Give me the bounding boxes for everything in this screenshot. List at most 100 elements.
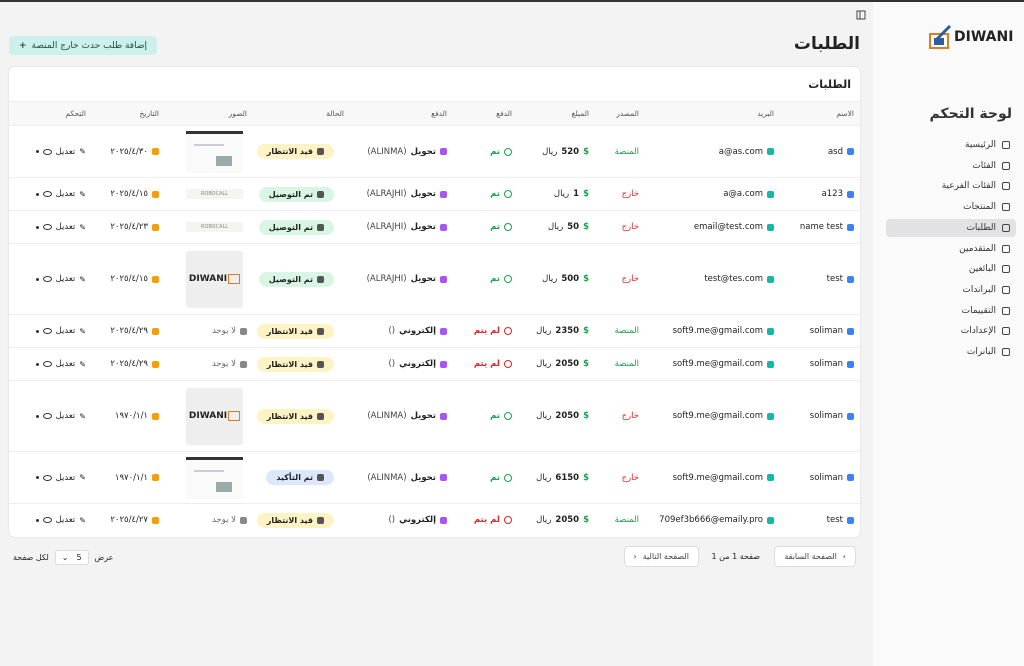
view-icon[interactable] bbox=[42, 148, 52, 155]
status-icon bbox=[317, 223, 324, 231]
cell: خارج bbox=[595, 452, 645, 503]
paid-icon bbox=[504, 473, 512, 482]
edit[interactable]: تعديل bbox=[55, 326, 76, 336]
delete-icon[interactable] bbox=[35, 150, 39, 153]
nav-item[interactable]: المتقدمين bbox=[886, 240, 1016, 258]
collapse-icon[interactable] bbox=[856, 10, 866, 20]
prev-button[interactable]: › الصفحة السابقة bbox=[774, 546, 856, 567]
currency: ريال bbox=[536, 411, 552, 421]
nav-item[interactable]: المنتجات bbox=[886, 198, 1016, 216]
cell: $2350 ريال bbox=[518, 315, 595, 347]
nav-icon bbox=[1002, 348, 1010, 356]
cell: لم يتم bbox=[453, 348, 518, 380]
status-badge: تم التوصيل bbox=[258, 186, 334, 202]
name: test bbox=[826, 274, 843, 284]
edit-icon[interactable]: ✎ bbox=[79, 189, 86, 199]
nav-item[interactable]: البائعين bbox=[886, 260, 1016, 278]
status-badge: قيد الانتظار bbox=[256, 356, 334, 372]
delete-icon[interactable] bbox=[35, 518, 39, 522]
edit-icon[interactable]: ✎ bbox=[79, 326, 86, 336]
edit[interactable]: تعديل bbox=[55, 146, 76, 157]
dollar-icon: $ bbox=[583, 515, 589, 525]
nav-item[interactable]: الرئيسية bbox=[886, 136, 1016, 154]
add-button[interactable]: إضافة طلب حدث خارج المنصة + bbox=[9, 36, 157, 55]
nav-icon bbox=[1002, 141, 1010, 149]
method: تحويل bbox=[410, 411, 436, 421]
sidebar-title: لوحة التحكم bbox=[929, 106, 1012, 122]
table-row: name test email@test.com خارج $50 ريال تم تحوي… bbox=[9, 210, 860, 243]
nav-item[interactable]: الفئات bbox=[886, 157, 1016, 175]
view-icon[interactable] bbox=[42, 474, 52, 481]
per-page: عرض 5 ⌄ لكل صفحة bbox=[13, 548, 113, 566]
edit[interactable]: تعديل bbox=[55, 359, 76, 369]
cell: لا يوجد bbox=[165, 315, 253, 347]
nav-item[interactable]: التقييمات bbox=[886, 302, 1016, 320]
cell: 709ef3b666@emaily.pro bbox=[645, 504, 780, 536]
email: soft9.me@gmail.com bbox=[672, 472, 763, 483]
source: خارج bbox=[621, 222, 639, 232]
view-icon[interactable] bbox=[42, 413, 52, 419]
edit-icon[interactable]: ✎ bbox=[79, 147, 86, 156]
per-page-select[interactable]: 5 ⌄ bbox=[54, 549, 89, 565]
edit-icon[interactable]: ✎ bbox=[79, 274, 86, 284]
show-label: عرض bbox=[94, 552, 114, 562]
method: تحويل bbox=[410, 472, 436, 483]
delete-icon[interactable] bbox=[35, 362, 39, 366]
dollar-icon: $ bbox=[583, 189, 589, 199]
currency: ريال bbox=[542, 146, 558, 157]
bank: (ALRAJHI) bbox=[366, 274, 407, 284]
nav-item[interactable]: الطلبات bbox=[886, 218, 1016, 237]
cell: test bbox=[780, 504, 860, 536]
calendar-icon bbox=[152, 190, 159, 198]
next-button[interactable]: الصفحة التالية ‹ bbox=[623, 546, 699, 567]
view-icon[interactable] bbox=[42, 328, 52, 334]
user-icon bbox=[847, 516, 854, 524]
nav-item[interactable]: الفئات الفرعية bbox=[886, 177, 1016, 195]
edit[interactable]: تعديل bbox=[55, 411, 76, 421]
page-title: الطلبات bbox=[793, 34, 860, 54]
cell: خارج bbox=[595, 244, 645, 314]
edit-icon[interactable]: ✎ bbox=[79, 222, 86, 232]
delete-icon[interactable] bbox=[35, 225, 39, 229]
view-icon[interactable] bbox=[42, 191, 52, 197]
delete-icon[interactable] bbox=[35, 329, 39, 333]
nav-item[interactable]: البراندات bbox=[886, 281, 1016, 299]
view-icon[interactable] bbox=[42, 517, 52, 523]
delete-icon[interactable] bbox=[35, 414, 39, 418]
edit[interactable]: تعديل bbox=[55, 472, 76, 483]
name: soliman bbox=[809, 326, 843, 336]
cell: soliman bbox=[780, 381, 860, 451]
edit[interactable]: تعديل bbox=[55, 274, 76, 284]
cell: ✎ تعديل bbox=[9, 504, 92, 536]
view-icon[interactable] bbox=[42, 276, 52, 282]
cell: soliman bbox=[780, 315, 860, 347]
no-image-icon bbox=[240, 327, 247, 335]
bank: () bbox=[388, 326, 396, 336]
edit[interactable]: تعديل bbox=[55, 515, 76, 525]
edit-icon[interactable]: ✎ bbox=[79, 515, 86, 525]
cell: تحويل (ALRAJHI) bbox=[350, 178, 453, 210]
edit[interactable]: تعديل bbox=[55, 189, 76, 199]
delete-icon[interactable] bbox=[35, 192, 39, 196]
edit[interactable]: تعديل bbox=[55, 222, 76, 232]
amount: 6150 bbox=[555, 472, 580, 483]
edit-icon[interactable]: ✎ bbox=[79, 359, 86, 369]
status-icon bbox=[317, 360, 324, 368]
delete-icon[interactable] bbox=[35, 476, 39, 479]
view-icon[interactable] bbox=[42, 361, 52, 367]
cell: إلكتروني() bbox=[350, 315, 453, 347]
user-icon bbox=[847, 275, 854, 283]
cell: ٢٠٢٥/٤/١٥ bbox=[92, 244, 165, 314]
mail-icon bbox=[767, 474, 774, 481]
edit-icon[interactable]: ✎ bbox=[79, 473, 86, 482]
nav-item[interactable]: البانرات bbox=[886, 343, 1016, 361]
nav-item[interactable]: الإعدادات bbox=[886, 322, 1016, 340]
cell: تحويل (ALINMA) bbox=[350, 452, 453, 503]
view-icon[interactable] bbox=[42, 224, 52, 230]
bank: (ALINMA) bbox=[367, 411, 407, 421]
edit-icon[interactable]: ✎ bbox=[79, 411, 86, 421]
column-header: التحكم bbox=[65, 109, 86, 118]
source: المنصة bbox=[614, 359, 639, 369]
delete-icon[interactable] bbox=[35, 277, 39, 281]
user-icon bbox=[847, 412, 854, 420]
